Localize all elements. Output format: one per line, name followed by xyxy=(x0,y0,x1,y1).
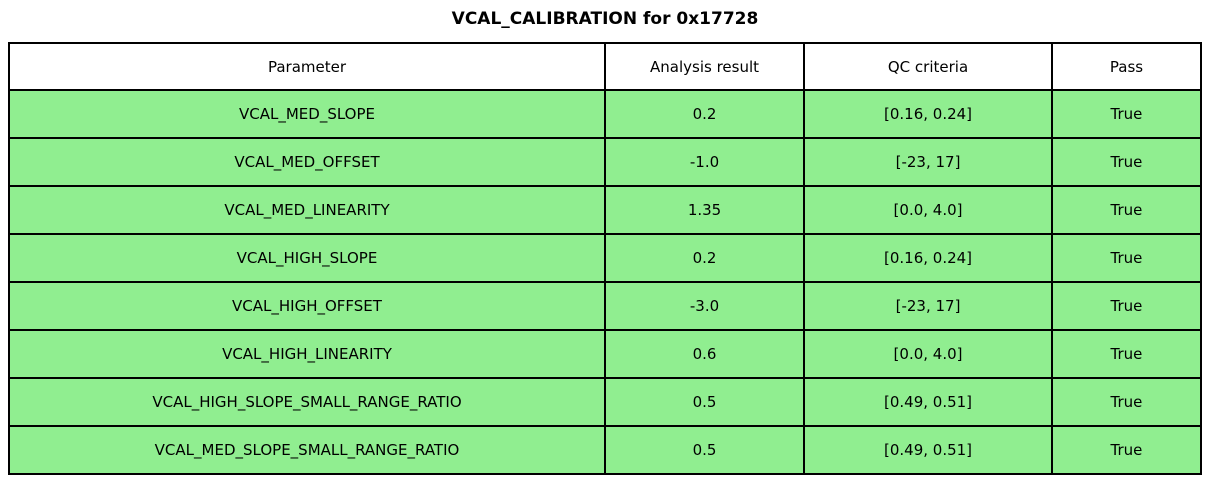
analysis-result-cell: 0.2 xyxy=(603,89,806,139)
parameter-cell: VCAL_MED_OFFSET xyxy=(8,137,606,187)
pass-cell: True xyxy=(1050,329,1203,379)
analysis-result-cell: 1.35 xyxy=(603,185,806,235)
parameter-cell: VCAL_MED_SLOPE xyxy=(8,89,606,139)
parameter-cell: VCAL_HIGH_OFFSET xyxy=(8,281,606,331)
qc-criteria-cell: [0.16, 0.24] xyxy=(803,233,1053,283)
table-row: VCAL_MED_SLOPE_SMALL_RANGE_RATIO 0.5 [0.… xyxy=(8,425,1203,475)
analysis-result-cell: 0.2 xyxy=(603,233,806,283)
column-header-pass: Pass xyxy=(1050,42,1203,91)
column-header-qc-criteria: QC criteria xyxy=(803,42,1053,91)
table-header-row: Parameter Analysis result QC criteria Pa… xyxy=(8,42,1203,91)
table-row: VCAL_HIGH_LINEARITY 0.6 [0.0, 4.0] True xyxy=(8,329,1203,379)
pass-cell: True xyxy=(1050,377,1203,427)
analysis-result-cell: 0.6 xyxy=(603,329,806,379)
pass-cell: True xyxy=(1050,89,1203,139)
analysis-result-cell: 0.5 xyxy=(603,377,806,427)
column-header-parameter: Parameter xyxy=(8,42,606,91)
pass-cell: True xyxy=(1050,185,1203,235)
analysis-result-cell: 0.5 xyxy=(603,425,806,475)
pass-cell: True xyxy=(1050,137,1203,187)
qc-results-table: Parameter Analysis result QC criteria Pa… xyxy=(8,42,1203,475)
table-row: VCAL_MED_OFFSET -1.0 [-23, 17] True xyxy=(8,137,1203,187)
parameter-cell: VCAL_HIGH_SLOPE xyxy=(8,233,606,283)
table-row: VCAL_MED_LINEARITY 1.35 [0.0, 4.0] True xyxy=(8,185,1203,235)
parameter-cell: VCAL_HIGH_LINEARITY xyxy=(8,329,606,379)
table-row: VCAL_MED_SLOPE 0.2 [0.16, 0.24] True xyxy=(8,89,1203,139)
qc-criteria-cell: [-23, 17] xyxy=(803,281,1053,331)
table-row: VCAL_HIGH_SLOPE_SMALL_RANGE_RATIO 0.5 [0… xyxy=(8,377,1203,427)
pass-cell: True xyxy=(1050,425,1203,475)
qc-criteria-cell: [-23, 17] xyxy=(803,137,1053,187)
qc-criteria-cell: [0.49, 0.51] xyxy=(803,377,1053,427)
column-header-analysis-result: Analysis result xyxy=(603,42,806,91)
qc-criteria-cell: [0.0, 4.0] xyxy=(803,185,1053,235)
table-row: VCAL_HIGH_OFFSET -3.0 [-23, 17] True xyxy=(8,281,1203,331)
pass-cell: True xyxy=(1050,281,1203,331)
analysis-result-cell: -1.0 xyxy=(603,137,806,187)
pass-cell: True xyxy=(1050,233,1203,283)
page-title: VCAL_CALIBRATION for 0x17728 xyxy=(451,9,759,29)
qc-criteria-cell: [0.0, 4.0] xyxy=(803,329,1053,379)
parameter-cell: VCAL_MED_SLOPE_SMALL_RANGE_RATIO xyxy=(8,425,606,475)
qc-criteria-cell: [0.16, 0.24] xyxy=(803,89,1053,139)
parameter-cell: VCAL_MED_LINEARITY xyxy=(8,185,606,235)
parameter-cell: VCAL_HIGH_SLOPE_SMALL_RANGE_RATIO xyxy=(8,377,606,427)
qc-criteria-cell: [0.49, 0.51] xyxy=(803,425,1053,475)
analysis-result-cell: -3.0 xyxy=(603,281,806,331)
table-row: VCAL_HIGH_SLOPE 0.2 [0.16, 0.24] True xyxy=(8,233,1203,283)
